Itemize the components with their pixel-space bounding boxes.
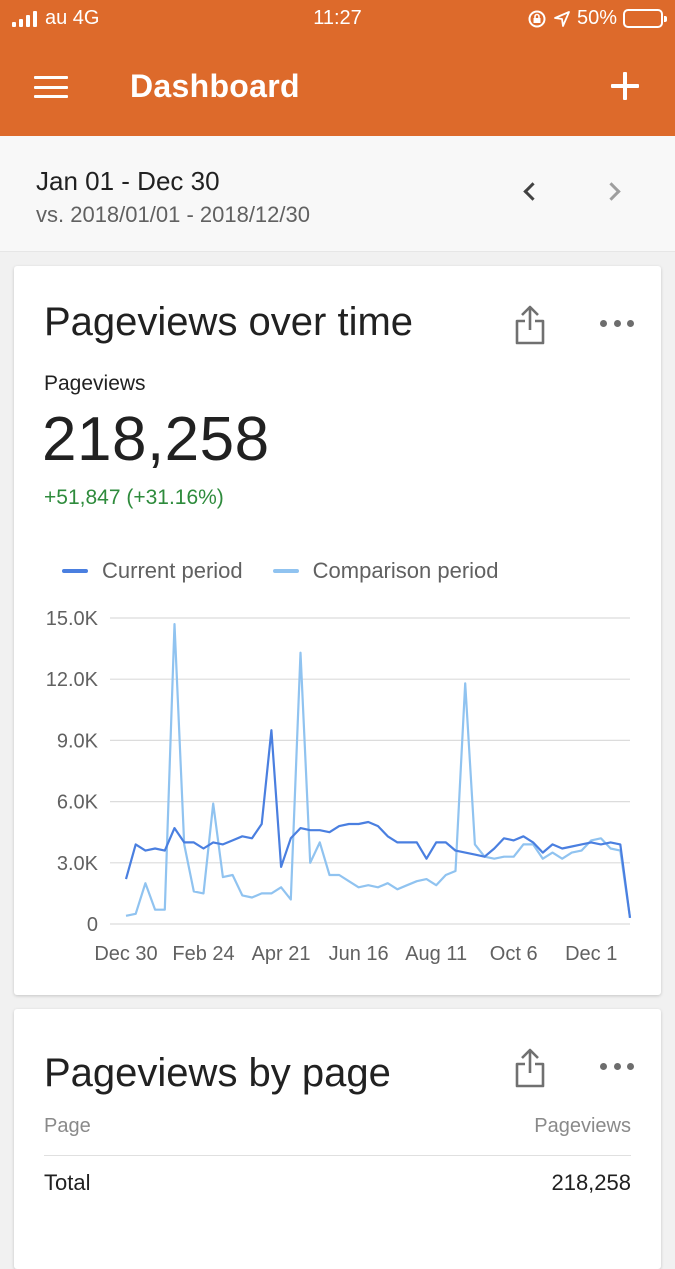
column-header-page: Page	[44, 1115, 91, 1137]
carrier-label: au 4G	[45, 7, 100, 29]
column-header-pageviews: Pageviews	[534, 1115, 631, 1137]
metric-value: 218,258	[42, 405, 270, 474]
more-options-icon[interactable]	[600, 320, 634, 330]
location-arrow-icon	[554, 10, 570, 27]
pageviews-by-page-card: Pageviews by page Page Pageviews Total 2…	[14, 1009, 661, 1269]
chart-legend: Current period Comparison period	[62, 558, 499, 584]
pageviews-over-time-card: Pageviews over time Pageviews 218,258 +5…	[14, 266, 661, 995]
y-tick-label: 0	[87, 914, 98, 936]
battery-percent: 50%	[576, 7, 617, 29]
y-tick-label: 3.0K	[57, 853, 99, 875]
legend-item-current[interactable]: Current period	[62, 558, 243, 584]
row-page: Total	[44, 1170, 91, 1195]
rotation-lock-icon	[528, 10, 546, 27]
app-bar: Dashboard	[0, 36, 675, 136]
row-pageviews: 218,258	[551, 1170, 631, 1195]
x-tick-label: Dec 1	[565, 943, 617, 965]
previous-period-button[interactable]	[520, 180, 544, 204]
legend-item-comparison[interactable]: Comparison period	[272, 558, 499, 584]
x-tick-label: Aug 11	[405, 943, 467, 965]
table-header: Page Pageviews	[44, 1115, 631, 1138]
y-tick-label: 15.0K	[46, 608, 99, 630]
comparison-range-label: vs. 2018/01/01 - 2018/12/30	[36, 202, 310, 227]
more-options-icon[interactable]	[600, 1063, 634, 1073]
date-range-label[interactable]: Jan 01 - Dec 30	[36, 166, 220, 196]
share-icon[interactable]	[514, 304, 546, 346]
chevron-right-icon	[602, 182, 621, 201]
legend-label-current: Current period	[102, 558, 243, 583]
x-tick-label: Dec 30	[94, 943, 157, 965]
x-tick-label: Apr 21	[252, 943, 311, 965]
plus-icon[interactable]	[611, 72, 639, 100]
series-line-comparison	[125, 623, 632, 919]
share-icon[interactable]	[514, 1047, 546, 1089]
hamburger-menu-icon[interactable]	[34, 76, 68, 98]
table-row[interactable]: Total 218,258	[44, 1155, 631, 1196]
series-line-current	[124, 729, 632, 919]
legend-label-comparison: Comparison period	[312, 558, 499, 583]
metric-label: Pageviews	[44, 372, 146, 395]
metric-delta: +51,847 (+31.16%)	[44, 486, 224, 509]
y-tick-label: 12.0K	[46, 669, 99, 691]
page-title: Dashboard	[130, 68, 300, 104]
legend-swatch-current	[62, 569, 88, 573]
card-title: Pageviews by page	[44, 1051, 391, 1095]
legend-swatch-comparison	[272, 569, 299, 573]
signal-icon	[12, 10, 37, 27]
clock: 11:27	[313, 7, 362, 29]
status-bar: au 4G 11:27 50%	[0, 0, 675, 36]
x-tick-label: Jun 16	[329, 943, 389, 965]
card-title: Pageviews over time	[44, 300, 414, 344]
header: au 4G 11:27 50% Dashboard	[0, 0, 675, 136]
battery-icon	[623, 9, 667, 28]
next-period-button[interactable]	[602, 180, 628, 204]
pageviews-line-chart: 0 3.0K 6.0K 9.0K 12.0K 15.0K Dec 30 Feb 24 Apr 2…	[46, 608, 632, 965]
y-tick-label: 6.0K	[57, 792, 99, 814]
y-tick-label: 9.0K	[57, 730, 99, 752]
x-tick-label: Oct 6	[490, 943, 538, 965]
date-range-bar: Jan 01 - Dec 30 vs. 2018/01/01 - 2018/12…	[0, 136, 675, 252]
chevron-left-icon	[523, 182, 542, 201]
x-tick-label: Feb 24	[172, 943, 234, 965]
